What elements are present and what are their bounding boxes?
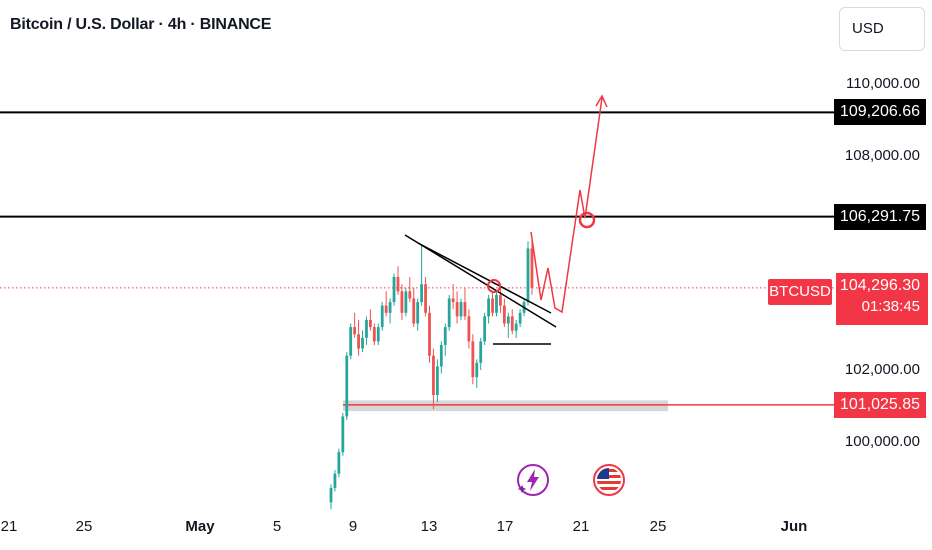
price-level-label: 101,025.85: [834, 391, 926, 418]
candle: [412, 298, 416, 324]
candle: [502, 305, 506, 324]
candle: [510, 316, 514, 331]
currency-button[interactable]: USD: [839, 7, 925, 51]
candle: [357, 334, 360, 349]
inner-trendline: [417, 242, 552, 314]
candle: [439, 344, 443, 367]
candle: [333, 473, 337, 488]
time-tick-label: 13: [420, 518, 438, 535]
retest-circle: [578, 211, 596, 229]
candle: [380, 305, 384, 328]
candle: [455, 302, 459, 317]
candle: [443, 327, 447, 345]
candle: [428, 312, 431, 356]
projection-arrowhead: [595, 94, 608, 108]
time-tick-label: 17: [496, 518, 514, 535]
candle: [506, 316, 510, 324]
candle: [471, 341, 475, 378]
chart-title: Bitcoin / U.S. Dollar · 4h · BINANCE: [10, 16, 272, 33]
price-level-label: 106,291.75: [834, 203, 926, 230]
candle: [416, 302, 420, 324]
candle: [463, 302, 467, 317]
candle: [479, 341, 483, 363]
candle: [530, 248, 534, 288]
projection-path: [530, 97, 603, 314]
candle: [404, 291, 408, 313]
candle: [514, 323, 518, 331]
candle: [487, 298, 490, 317]
candle: [467, 316, 471, 342]
candle: [451, 298, 455, 303]
bar-countdown: 01:38:45: [861, 298, 920, 315]
time-tick-label: Jun: [780, 518, 808, 535]
us-flag-event-icon[interactable]: [592, 463, 626, 497]
candle: [341, 416, 345, 453]
candle: [361, 337, 364, 349]
candle: [408, 291, 412, 299]
symbol-label: BTCUSD: [768, 279, 832, 305]
breakout-circle: [487, 279, 501, 293]
time-tick-label: 9: [348, 518, 358, 535]
price-tick-label: 100,000.00: [844, 432, 920, 450]
time-tick-label: 25: [649, 518, 667, 535]
candle: [384, 305, 388, 313]
candle: [459, 302, 463, 317]
candle: [526, 248, 530, 303]
candle: [372, 327, 376, 342]
price-level-label: 109,206.66: [834, 99, 926, 126]
candle: [420, 284, 424, 303]
upper-trendline: [404, 234, 557, 328]
candle: [392, 277, 396, 303]
candle: [376, 327, 380, 342]
candle: [329, 487, 333, 503]
candle: [432, 355, 435, 396]
candle: [349, 327, 353, 356]
candle: [483, 316, 487, 342]
candle: [369, 319, 372, 328]
time-tick-label: May: [185, 518, 215, 535]
candle: [475, 362, 479, 378]
current-price: 104,296.30: [839, 277, 920, 294]
price-tick-label: 110,000.00: [846, 75, 920, 92]
candle: [499, 294, 502, 306]
candle: [424, 284, 427, 313]
candle: [518, 312, 522, 324]
candle: [365, 319, 368, 338]
candle: [396, 277, 400, 292]
time-tick-label: 5: [272, 518, 282, 535]
current-price-label: 104,296.30 01:38:45: [836, 273, 928, 325]
price-tick-label: 108,000.00: [844, 146, 920, 164]
time-tick-label: 21: [0, 518, 18, 535]
candle: [345, 355, 349, 417]
support-zone: [343, 400, 668, 412]
candle: [353, 327, 357, 335]
candle: [491, 298, 494, 313]
candle: [447, 298, 451, 328]
price-tick-label: 102,000.00: [844, 361, 920, 378]
candle: [400, 291, 404, 313]
candle: [337, 452, 341, 474]
candle: [495, 294, 498, 313]
candle: [435, 366, 439, 396]
lightning-event-icon[interactable]: [516, 463, 550, 497]
time-tick-label: 21: [572, 518, 590, 535]
candle: [388, 302, 392, 313]
time-tick-label: 25: [75, 518, 93, 535]
